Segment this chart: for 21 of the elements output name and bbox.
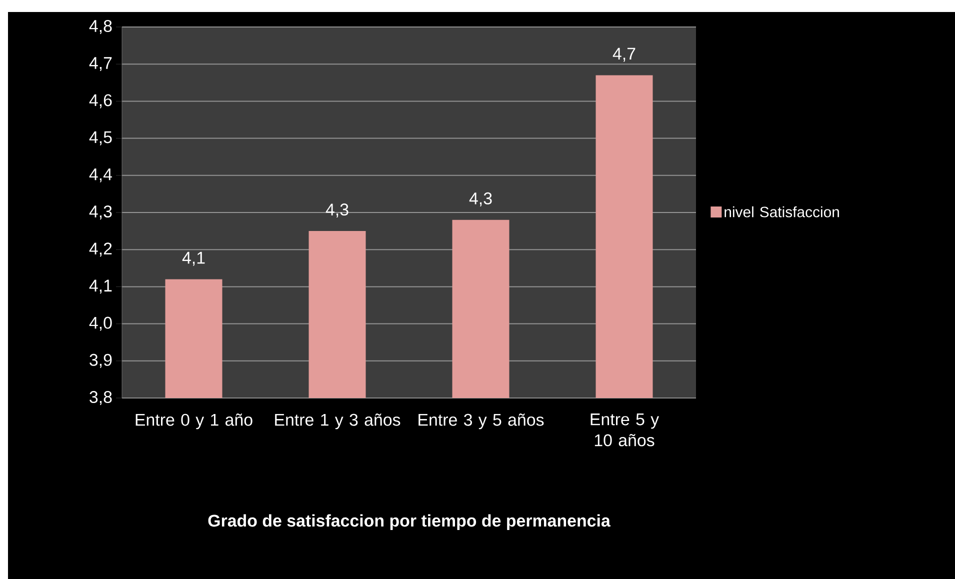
text: Grado de satisfaccion por tiempo de permanencia [208,514,611,530]
y-tick-label: 4,1 [89,280,112,294]
y-tick-label: 4,2 [89,242,112,257]
x-tick-label: Entre 0 y 1 año [136,414,252,430]
data-label: 4,1 [182,252,205,266]
y-tick-label: 4,4 [89,168,112,182]
y-tick-label: 4,0 [89,316,112,331]
x-tick-label: Entre 5 y 10 años [590,414,660,446]
x-tick-label: Entre 3 y 5 años [418,414,544,430]
data-label: 4,7 [612,48,636,62]
y-tick-label: 4,7 [89,57,112,72]
legend-label: nivel Satisfaccion [724,206,839,218]
y-tick-label: 4,3 [89,206,112,220]
y-tick-label: 3,8 [90,391,112,405]
x-tick-label: Entre 1 y 3 años [275,414,400,430]
y-tick-label: 4,6 [89,94,112,108]
y-tick-label: 3,9 [90,354,112,368]
data-label: 4,3 [469,192,492,206]
y-tick-label: 4,8 [89,20,112,34]
data-label: 4,3 [326,204,348,218]
y-tick-label: 4,5 [89,131,112,146]
